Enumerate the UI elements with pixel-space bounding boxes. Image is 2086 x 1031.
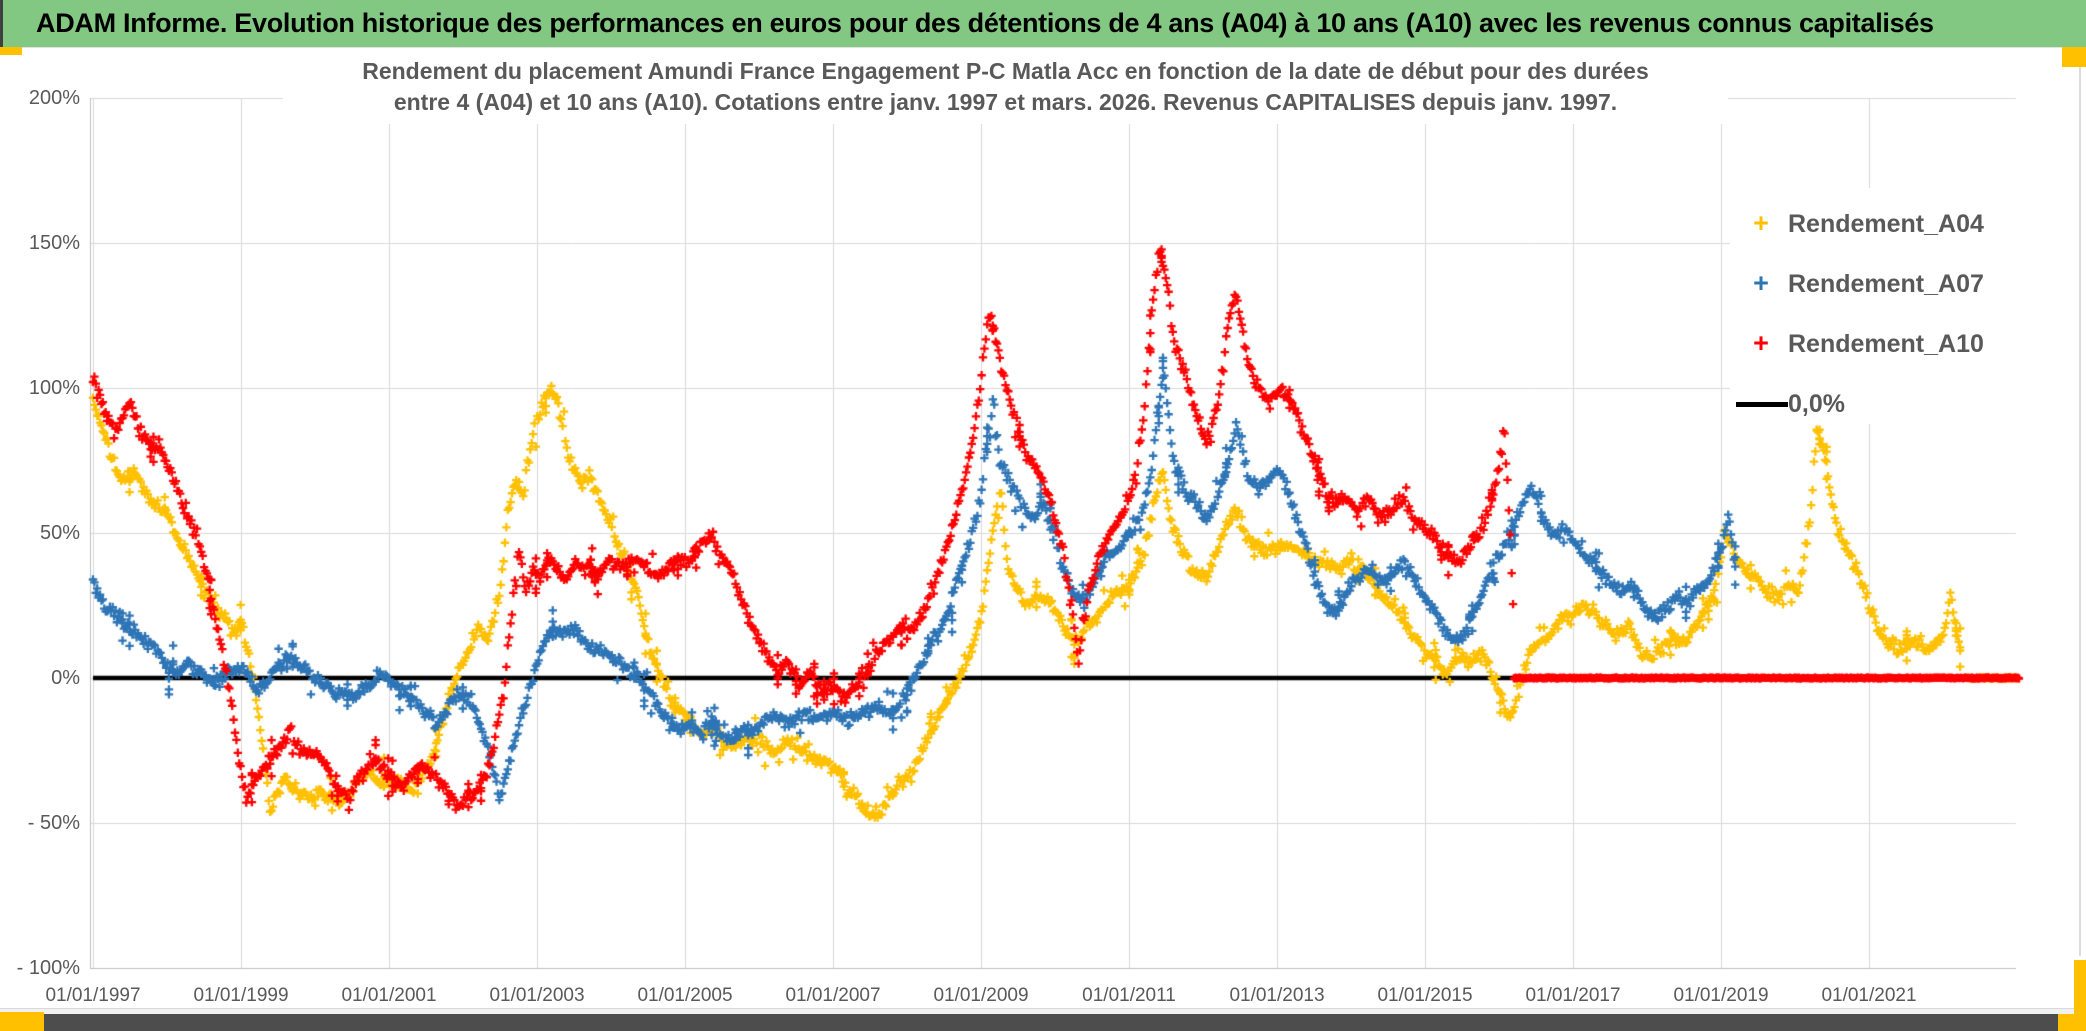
x-axis-tick-label: 01/01/2019	[1673, 985, 1769, 1006]
gold-accent-bottom-left	[0, 1012, 44, 1031]
legend-item-label: Rendement_A10	[1788, 330, 1984, 358]
x-axis-tick-label: 01/01/2005	[637, 985, 733, 1006]
title-bar: ADAM Informe. Evolution historique des p…	[0, 0, 2086, 48]
legend-item-rendement-a04[interactable]: + Rendement_A04	[1730, 202, 2082, 246]
legend-line-swatch-icon	[1736, 402, 1788, 407]
legend-plus-marker-icon: +	[1753, 208, 1769, 238]
legend-item-rendement-a07[interactable]: + Rendement_A07	[1730, 262, 2082, 306]
chart-title-line-2: entre 4 (A04) et 10 ans (A10). Cotations…	[393, 89, 1618, 115]
y-axis-tick-label: 200%	[28, 87, 80, 109]
x-axis-tick-label: 01/01/2017	[1525, 985, 1621, 1006]
chart-title-block: Rendement du placement Amundi France Eng…	[283, 52, 1728, 124]
x-axis-tick-label: 01/01/2015	[1377, 985, 1473, 1006]
y-axis-tick-label: 0%	[51, 667, 80, 689]
x-axis-tick-label: 01/01/2003	[489, 985, 585, 1006]
x-axis-tick-label: 01/01/1997	[45, 985, 141, 1006]
legend-item-0-0-[interactable]: 0,0%	[1730, 382, 2082, 426]
x-axis-tick-label: 01/01/2013	[1229, 985, 1325, 1006]
gold-accent-top-left	[0, 47, 22, 55]
legend-item-rendement-a10[interactable]: + Rendement_A10	[1730, 322, 2082, 366]
x-axis-tick-label: 01/01/2009	[933, 985, 1029, 1006]
gold-accent-right-strip	[2074, 960, 2086, 1031]
legend-item-label: Rendement_A07	[1788, 270, 1984, 298]
bottom-light-strip	[0, 1008, 2086, 1015]
legend-plus-marker-icon: +	[1753, 268, 1769, 298]
legend-item-label: 0,0%	[1788, 390, 1845, 418]
legend-plus-marker-icon: +	[1753, 328, 1769, 358]
bottom-window-bar	[44, 1014, 2058, 1031]
y-axis-tick-label: 100%	[28, 377, 80, 399]
chart-legend: + Rendement_A04 + Rendement_A07 + Rendement_A…	[1730, 188, 2082, 424]
y-axis-tick-label: 50%	[39, 522, 80, 544]
legend-item-label: Rendement_A04	[1788, 210, 1984, 238]
page-title: ADAM Informe. Evolution historique des p…	[36, 8, 1934, 38]
title-bar-left-edge	[0, 0, 3, 47]
x-axis-tick-label: 01/01/2021	[1821, 985, 1917, 1006]
window-right-border	[2079, 56, 2081, 956]
gold-accent-top-right	[2062, 47, 2086, 67]
y-axis-tick-label: 150%	[28, 232, 80, 254]
x-axis-tick-label: 01/01/2001	[341, 985, 437, 1006]
x-axis-tick-label: 01/01/1999	[193, 985, 289, 1006]
y-axis-tick-label: - 50%	[27, 812, 80, 834]
y-axis-tick-label: - 100%	[16, 957, 80, 979]
x-axis-tick-label: 01/01/2007	[785, 985, 881, 1006]
x-axis-tick-label: 01/01/2011	[1082, 985, 1176, 1006]
chart-title-line-1: Rendement du placement Amundi France Eng…	[362, 58, 1649, 84]
